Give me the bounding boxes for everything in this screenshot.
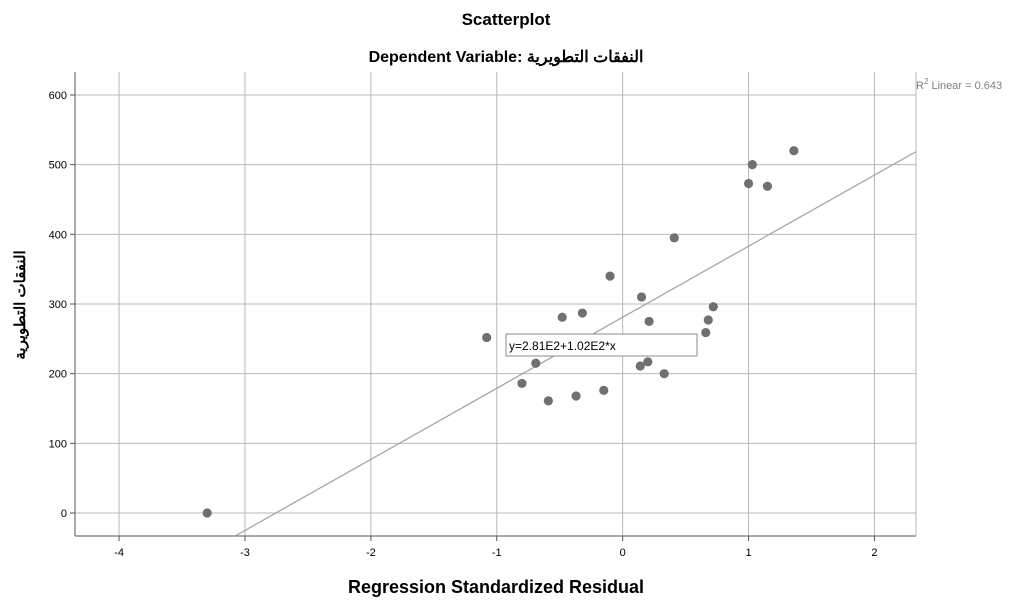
y-axis-label: النفقات التطويرية [12,250,29,359]
data-point [599,385,609,395]
data-point [762,181,773,191]
y-tick-label: 200 [49,369,67,381]
y-tick-label: 400 [49,229,67,241]
data-point [644,316,654,327]
chart-title: Scatterplot [462,10,551,29]
x-axis-ticks: -4 -3 -2 -1 0 1 2 [114,536,878,559]
x-tick-label: -2 [366,547,376,559]
data-point [531,358,541,368]
data-points [202,146,799,518]
equation-frame [505,333,698,357]
x-axis-label: Regression Standardized Residual [348,577,644,597]
data-point [557,312,567,322]
y-tick-label: 0 [61,508,67,520]
data-point [202,508,212,518]
data-point [577,308,587,318]
y-tick-label: 500 [49,160,67,172]
x-tick-label: 1 [745,547,751,559]
r2-prefix: R [916,80,924,92]
data-point [571,391,581,401]
data-point [743,178,754,189]
data-point [635,361,645,371]
r2-label: R2 Linear = 0.643 [916,77,1002,92]
grid-lines [75,72,916,536]
y-tick-label: 600 [49,90,67,102]
equation-box: y=2.81E2+1.02E2*x [505,333,698,357]
data-point [701,327,711,338]
y-axis-ticks: 0 100 200 300 400 500 600 [49,90,75,520]
r2-exponent: 2 [924,77,929,86]
x-tick-label: 2 [871,547,877,559]
data-point [708,302,718,312]
data-point [659,369,669,379]
data-point [643,357,653,367]
y-tick-label: 100 [49,438,67,450]
data-point [747,160,757,170]
x-tick-label: -1 [492,547,502,559]
chart-subtitle: Dependent Variable: النفقات التطويرية [369,49,644,67]
data-point [605,271,615,281]
data-point [482,332,492,343]
data-point [669,233,679,243]
x-tick-label: -3 [240,547,250,559]
data-point [517,378,527,389]
x-tick-label: 0 [620,547,626,559]
r2-rest: Linear = 0.643 [928,80,1002,92]
equation-label: y=2.81E2+1.02E2*x [509,339,616,353]
data-point [636,292,647,302]
data-point [543,396,553,406]
x-tick-label: -4 [114,547,124,559]
data-point [789,146,799,156]
y-tick-label: 300 [49,299,67,311]
data-point [703,315,713,325]
